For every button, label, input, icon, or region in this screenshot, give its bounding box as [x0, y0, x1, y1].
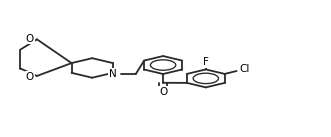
Text: N: N — [109, 69, 117, 79]
Text: F: F — [203, 57, 209, 67]
Text: O: O — [25, 72, 34, 82]
Text: O: O — [25, 34, 34, 44]
Text: O: O — [159, 87, 167, 97]
Text: Cl: Cl — [240, 64, 250, 74]
